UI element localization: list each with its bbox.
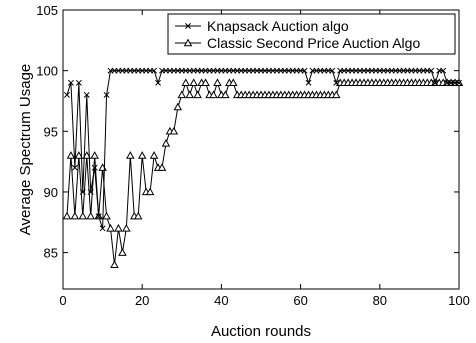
x-tick-label: 100 bbox=[448, 293, 470, 308]
triangle-marker-point bbox=[193, 90, 202, 99]
x-tick-label: 20 bbox=[135, 293, 149, 308]
x-marker-point bbox=[428, 67, 435, 74]
triangle-marker-point bbox=[102, 211, 111, 220]
legend-marker bbox=[183, 38, 193, 47]
triangle-marker-point bbox=[177, 90, 187, 99]
triangle-marker-point bbox=[145, 187, 155, 196]
x-marker-point bbox=[67, 79, 74, 86]
y-tick-label: 85 bbox=[44, 246, 58, 261]
x-marker-point bbox=[151, 67, 158, 74]
triangle-marker-point bbox=[137, 151, 147, 159]
triangle-marker-point bbox=[90, 151, 99, 159]
triangle-marker-point bbox=[66, 151, 76, 159]
plot-area bbox=[62, 9, 460, 290]
x-tick-label: 40 bbox=[214, 293, 228, 308]
triangle-marker-point bbox=[126, 151, 135, 159]
x-marker-point bbox=[103, 91, 110, 98]
triangle-marker-point bbox=[74, 151, 84, 159]
triangle-marker-point bbox=[201, 78, 210, 87]
triangle-marker-point bbox=[62, 211, 72, 220]
triangle-marker-point bbox=[221, 90, 230, 99]
y-tick-label: 90 bbox=[44, 185, 58, 200]
x-axis-title: Auction rounds bbox=[211, 323, 311, 340]
series-layer bbox=[62, 67, 464, 268]
axes: 0 20 40 60 80 100 85 90 95 100 105 Auction rounds Av… bbox=[17, 3, 470, 340]
triangle-marker-point bbox=[133, 211, 143, 220]
triangle-marker-point bbox=[86, 211, 95, 220]
x-marker-point bbox=[305, 79, 312, 86]
x-tick-label: 80 bbox=[373, 293, 387, 308]
x-marker-point bbox=[79, 189, 86, 195]
x-tick-label: 60 bbox=[293, 293, 307, 308]
triangle-marker-point bbox=[185, 90, 194, 99]
x-marker-point bbox=[99, 225, 106, 232]
x-marker-point bbox=[155, 79, 161, 86]
x-marker-point bbox=[64, 91, 70, 98]
triangle-marker-point bbox=[213, 78, 222, 87]
x-marker-point bbox=[440, 67, 447, 74]
x-marker-point bbox=[333, 79, 340, 86]
y-tick-label: 95 bbox=[44, 124, 58, 139]
triangle-marker-point bbox=[331, 90, 341, 99]
legend-marker bbox=[185, 23, 191, 29]
triangle-marker-point bbox=[149, 151, 159, 159]
triangle-marker-point bbox=[82, 151, 92, 159]
triangle-marker-point bbox=[181, 78, 191, 87]
x-marker-point bbox=[329, 67, 336, 74]
x-marker-point bbox=[83, 91, 90, 98]
series-second-price bbox=[62, 78, 464, 268]
x-marker-point bbox=[456, 79, 462, 86]
series-line bbox=[66, 70, 459, 229]
triangle-marker-point bbox=[169, 126, 179, 135]
triangle-marker-point bbox=[110, 260, 119, 268]
triangle-marker-point bbox=[106, 223, 115, 232]
triangle-marker-point bbox=[229, 78, 238, 87]
triangle-marker-point bbox=[157, 163, 167, 171]
y-axis-title: Average Spectrum Usage bbox=[17, 64, 34, 235]
triangle-marker-point bbox=[98, 163, 107, 171]
triangle-marker-point bbox=[122, 223, 131, 232]
x-marker-point bbox=[301, 67, 308, 74]
x-marker-point bbox=[95, 213, 102, 220]
x-marker-point bbox=[75, 79, 82, 86]
triangle-marker-point bbox=[173, 102, 183, 111]
x-marker-point bbox=[91, 164, 98, 171]
series-knapsack bbox=[64, 67, 462, 232]
x-marker-point bbox=[71, 164, 78, 171]
x-marker-point bbox=[432, 79, 439, 86]
legend-label: Classic Second Price Auction Algo bbox=[207, 35, 420, 51]
triangle-marker-point bbox=[209, 90, 218, 99]
triangle-marker-point bbox=[70, 211, 80, 220]
triangle-marker-point bbox=[161, 139, 171, 147]
y-tick-label: 105 bbox=[36, 3, 58, 18]
series-line bbox=[66, 81, 459, 265]
triangle-marker-point bbox=[118, 248, 127, 256]
triangle-marker-point bbox=[189, 78, 198, 87]
plot-frame bbox=[62, 9, 460, 290]
legend-box bbox=[167, 13, 456, 55]
legend-label: Knapsack Auction algo bbox=[207, 18, 349, 34]
x-marker-point bbox=[87, 189, 94, 195]
triangle-marker-point bbox=[78, 211, 88, 220]
triangle-marker-point bbox=[114, 223, 123, 232]
y-tick-label: 100 bbox=[36, 64, 58, 79]
x-tick-label: 0 bbox=[59, 293, 66, 308]
